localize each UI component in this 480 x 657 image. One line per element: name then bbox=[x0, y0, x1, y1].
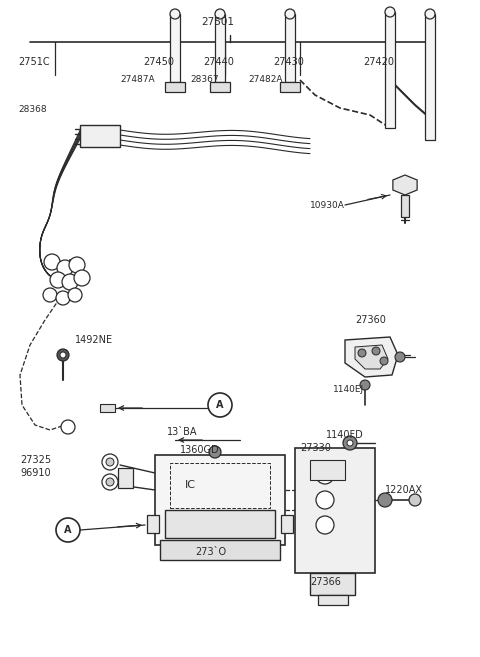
Text: 2751C: 2751C bbox=[18, 57, 49, 67]
Polygon shape bbox=[393, 175, 417, 195]
Text: 27360: 27360 bbox=[355, 315, 386, 325]
Text: 27487A: 27487A bbox=[120, 76, 155, 85]
Circle shape bbox=[56, 291, 70, 305]
Circle shape bbox=[106, 478, 114, 486]
Bar bbox=[281, 515, 293, 533]
Text: 1360GD: 1360GD bbox=[180, 445, 220, 455]
Text: 27430: 27430 bbox=[273, 57, 304, 67]
Text: A: A bbox=[216, 400, 224, 410]
Text: 27366: 27366 bbox=[310, 577, 341, 587]
Text: 28368: 28368 bbox=[18, 106, 47, 114]
Circle shape bbox=[43, 288, 57, 302]
Text: A: A bbox=[64, 525, 72, 535]
Circle shape bbox=[215, 9, 225, 19]
Circle shape bbox=[106, 458, 114, 466]
Bar bbox=[425, 14, 435, 140]
Bar bbox=[80, 125, 120, 147]
Text: 27440: 27440 bbox=[203, 57, 234, 67]
Polygon shape bbox=[100, 404, 115, 412]
Circle shape bbox=[56, 518, 80, 542]
Polygon shape bbox=[355, 345, 388, 369]
Bar bbox=[170, 14, 180, 82]
Bar bbox=[210, 82, 230, 92]
Circle shape bbox=[385, 7, 395, 17]
Circle shape bbox=[343, 436, 357, 450]
Circle shape bbox=[347, 440, 353, 446]
Bar bbox=[155, 455, 285, 545]
Circle shape bbox=[409, 494, 421, 506]
Bar bbox=[147, 515, 159, 533]
Polygon shape bbox=[345, 337, 398, 377]
Bar bbox=[318, 595, 348, 605]
Text: 1492NE: 1492NE bbox=[75, 335, 113, 345]
Circle shape bbox=[285, 9, 295, 19]
Text: 273ˋO: 273ˋO bbox=[195, 547, 226, 557]
Circle shape bbox=[68, 288, 82, 302]
Text: 1140EJ: 1140EJ bbox=[333, 386, 364, 394]
Circle shape bbox=[102, 474, 118, 490]
Text: 96910: 96910 bbox=[20, 468, 50, 478]
Circle shape bbox=[50, 272, 66, 288]
Circle shape bbox=[378, 493, 392, 507]
Circle shape bbox=[170, 9, 180, 19]
Circle shape bbox=[395, 352, 405, 362]
Bar bbox=[118, 468, 133, 488]
Text: 27420: 27420 bbox=[363, 57, 394, 67]
Text: 1140FD: 1140FD bbox=[326, 430, 364, 440]
Circle shape bbox=[44, 254, 60, 270]
Text: 28367: 28367 bbox=[190, 76, 218, 85]
Circle shape bbox=[69, 257, 85, 273]
Text: 13ˋBA: 13ˋBA bbox=[167, 427, 197, 437]
Circle shape bbox=[57, 260, 73, 276]
Text: 1220AX: 1220AX bbox=[385, 485, 423, 495]
Bar bbox=[160, 540, 280, 560]
Circle shape bbox=[74, 270, 90, 286]
Bar bbox=[295, 448, 375, 573]
Text: 27482A: 27482A bbox=[248, 76, 283, 85]
Circle shape bbox=[62, 274, 78, 290]
Circle shape bbox=[209, 446, 221, 458]
Bar bbox=[165, 82, 185, 92]
Circle shape bbox=[425, 9, 435, 19]
Circle shape bbox=[316, 466, 334, 484]
Circle shape bbox=[57, 349, 69, 361]
Circle shape bbox=[372, 347, 380, 355]
Text: 10930A: 10930A bbox=[310, 200, 345, 210]
Circle shape bbox=[60, 352, 66, 358]
Bar bbox=[170, 463, 270, 508]
Circle shape bbox=[102, 454, 118, 470]
Circle shape bbox=[358, 349, 366, 357]
Circle shape bbox=[380, 357, 388, 365]
Text: 27330: 27330 bbox=[300, 443, 331, 453]
Circle shape bbox=[360, 380, 370, 390]
Bar bbox=[310, 460, 345, 480]
Bar bbox=[385, 12, 395, 128]
Bar bbox=[401, 195, 409, 217]
Bar bbox=[165, 510, 275, 538]
Circle shape bbox=[316, 516, 334, 534]
Text: 27450: 27450 bbox=[143, 57, 174, 67]
Text: 27325: 27325 bbox=[20, 455, 51, 465]
Bar bbox=[280, 82, 300, 92]
Bar bbox=[215, 14, 225, 82]
Bar bbox=[310, 573, 355, 595]
Circle shape bbox=[208, 393, 232, 417]
Text: 27501: 27501 bbox=[202, 17, 235, 27]
Circle shape bbox=[61, 420, 75, 434]
Circle shape bbox=[316, 491, 334, 509]
Bar bbox=[285, 14, 295, 82]
Text: IC: IC bbox=[185, 480, 196, 490]
